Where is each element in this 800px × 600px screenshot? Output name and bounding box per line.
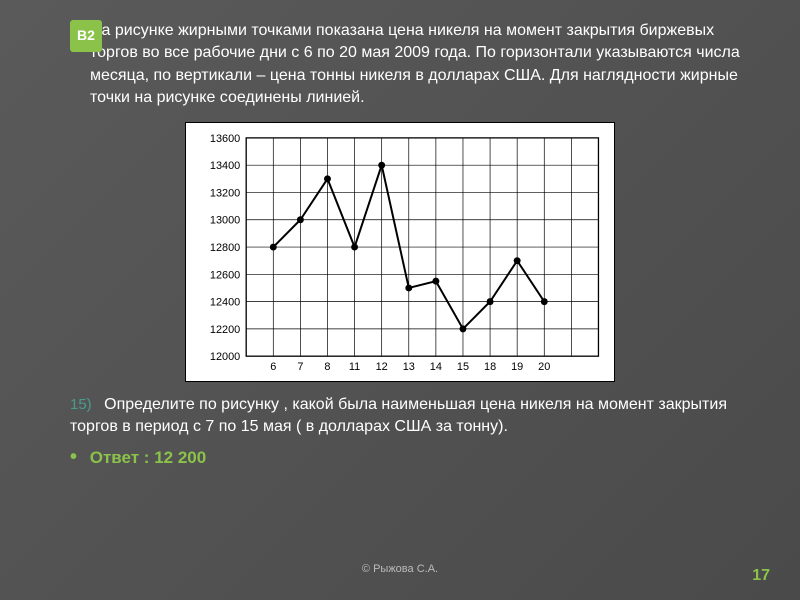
problem-text: На рисунке жирными точками показана цена… [50, 20, 750, 110]
svg-text:18: 18 [484, 361, 496, 373]
svg-text:7: 7 [297, 361, 303, 373]
nickel-price-chart: 12000 12200 12400 12600 12800 13000 13200 13400… [185, 122, 615, 382]
copyright: © Рыжова С.А. [362, 563, 438, 575]
svg-text:12600: 12600 [210, 269, 240, 281]
question-text: Определите по рисунку , какой была наиме… [70, 396, 727, 435]
page-number: 17 [752, 567, 770, 585]
question-block: 15) Определите по рисунку , какой была н… [50, 394, 750, 439]
chart-svg: 12000 12200 12400 12600 12800 13000 13200 13400… [186, 123, 614, 381]
svg-text:13400: 13400 [210, 160, 240, 172]
svg-text:12400: 12400 [210, 296, 240, 308]
svg-text:13000: 13000 [210, 214, 240, 226]
svg-text:20: 20 [538, 361, 550, 373]
task-badge: В2 [70, 20, 102, 52]
question-number: 15) [70, 396, 92, 413]
svg-text:12000: 12000 [210, 351, 240, 363]
answer-line: • Ответ : 12 200 [50, 446, 750, 469]
svg-text:12: 12 [376, 361, 388, 373]
svg-text:12200: 12200 [210, 323, 240, 335]
answer-value: 12 200 [154, 448, 206, 467]
answer-label: Ответ : [90, 448, 150, 467]
svg-text:14: 14 [430, 361, 442, 373]
bullet-icon: • [70, 446, 77, 468]
svg-text:6: 6 [270, 361, 276, 373]
svg-text:13: 13 [403, 361, 415, 373]
svg-text:13200: 13200 [210, 187, 240, 199]
svg-text:19: 19 [511, 361, 523, 373]
svg-text:12800: 12800 [210, 242, 240, 254]
svg-text:11: 11 [349, 361, 360, 373]
svg-text:8: 8 [324, 361, 330, 373]
svg-text:15: 15 [457, 361, 469, 373]
svg-text:13600: 13600 [210, 132, 240, 144]
